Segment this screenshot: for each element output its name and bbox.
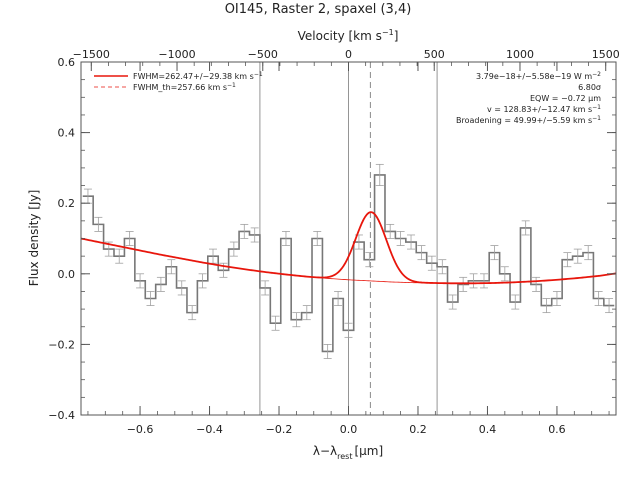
top-tick-label: 500 [424,48,445,61]
annotation-velocity: v = 128.83+/−12.47 km s−1 [487,104,601,114]
y-tick-label: 0.0 [58,268,76,281]
spectrum-step-line [82,174,615,353]
top-axis-label-end: ] [394,29,399,43]
x-tick-label: −0.6 [127,423,154,436]
legend: FWHM=262.47+/−29.38 km s−1 FWHM_th=257.6… [94,71,263,92]
x-tick-label: 0.0 [340,423,358,436]
y-tick-label: 0.6 [58,56,76,69]
y-tick-label: −0.2 [48,338,75,351]
x-tick-label: −0.4 [196,423,223,436]
annotation-flux: 3.79e−18+/−5.58e−19 W m−2 [476,71,601,81]
top-axis-label: Velocity [km s−1] [298,28,399,43]
legend-label-fwhm-text: FWHM=262.47+/−29.38 km s [133,72,254,81]
top-axis-label-text: Velocity [km s [298,29,382,43]
x-tick-label: −0.2 [266,423,293,436]
annotation-velocity-sup: −1 [592,104,601,111]
x-tick-label: 0.2 [409,423,427,436]
x-axis-label: λ−λrest [μm] [313,444,383,461]
legend-label-fwhm-sup: −1 [254,71,263,78]
annotation-broadening: Broadening = 49.99+/−5.59 km s−1 [456,115,601,125]
x-axis-label-unit: [μm] [354,444,383,458]
top-axis-label-sup: −1 [382,28,394,37]
annotation-broadening-text: Broadening = 49.99+/−5.59 km s [456,116,592,125]
y-tick-label: 0.4 [58,127,76,140]
top-tick-label: 1500 [592,48,620,61]
legend-label-fwhm-th: FWHM_th=257.66 km s−1 [133,82,236,92]
y-tick-label: −0.4 [48,409,75,422]
x-axis-label-sub: rest [337,452,352,461]
annotation-sigma: 6.80σ [578,83,601,92]
annotation-broadening-sup: −1 [592,115,601,122]
top-tick-label: −1500 [73,48,110,61]
legend-label-fwhm-th-sup: −1 [227,82,236,89]
y-axis-label: Flux density [Jy] [27,190,41,287]
legend-label-fwhm-th-text: FWHM_th=257.66 km s [133,83,227,92]
annotations: 3.79e−18+/−5.58e−19 W m−2 6.80σ EQW = −0… [456,71,601,125]
top-tick-label: 0 [345,48,352,61]
y-tick-label: 0.2 [58,197,76,210]
legend-label-fwhm: FWHM=262.47+/−29.38 km s−1 [133,71,263,81]
x-tick-label: 0.4 [479,423,497,436]
top-tick-label: −500 [248,48,278,61]
gaussian-fit-line [80,211,617,285]
annotation-velocity-text: v = 128.83+/−12.47 km s [487,105,592,114]
top-tick-label: −1000 [158,48,195,61]
annotation-flux-text: 3.79e−18+/−5.58e−19 W m [476,72,592,81]
x-axis-label-text: λ−λ [313,444,337,458]
annotation-flux-sup: −2 [592,71,601,78]
annotation-eqw: EQW = −0.72 μm [530,94,601,103]
plot-area [80,62,617,415]
chart-title: OI145, Raster 2, spaxel (3,4) [225,2,412,17]
x-tick-label: 0.6 [548,423,566,436]
top-tick-label: 1000 [506,48,534,61]
